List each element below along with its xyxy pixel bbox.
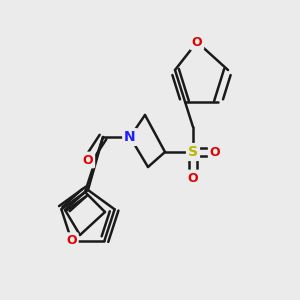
Text: N: N bbox=[124, 130, 136, 144]
Text: O: O bbox=[210, 146, 220, 158]
Text: O: O bbox=[66, 234, 77, 247]
Text: O: O bbox=[188, 172, 198, 184]
Text: O: O bbox=[83, 154, 93, 166]
Text: S: S bbox=[188, 145, 198, 159]
Text: O: O bbox=[192, 35, 202, 49]
